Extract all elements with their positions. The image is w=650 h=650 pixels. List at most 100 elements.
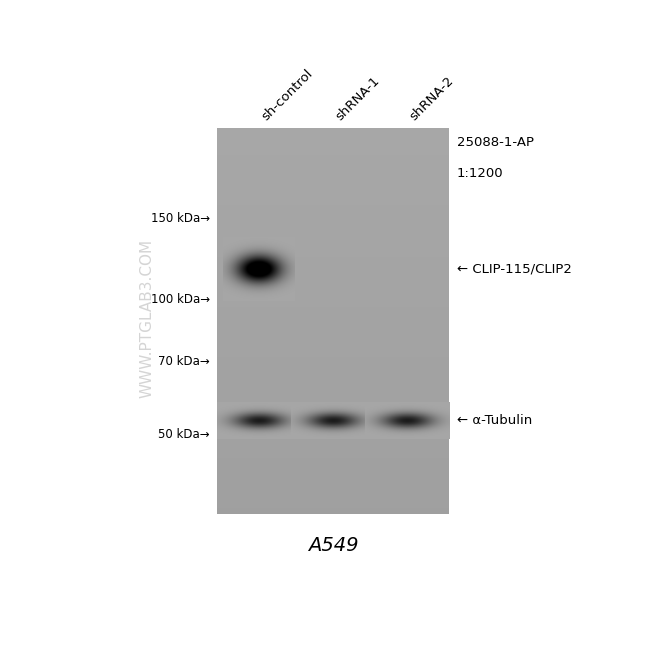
- Bar: [217, 471, 449, 473]
- Bar: [217, 462, 449, 464]
- Bar: [217, 318, 449, 321]
- Bar: [217, 372, 449, 375]
- Bar: [217, 172, 449, 175]
- Bar: [217, 261, 449, 263]
- Bar: [217, 209, 449, 211]
- Bar: [217, 186, 449, 188]
- Bar: [217, 436, 449, 439]
- Bar: [217, 392, 449, 395]
- Bar: [217, 382, 449, 385]
- Text: 70 kDa→: 70 kDa→: [158, 355, 210, 368]
- Bar: [217, 344, 449, 346]
- Bar: [217, 367, 449, 369]
- Bar: [217, 371, 449, 373]
- Bar: [217, 226, 449, 229]
- Bar: [217, 218, 449, 221]
- Bar: [217, 419, 449, 421]
- Bar: [217, 144, 449, 146]
- Bar: [217, 286, 449, 289]
- Bar: [217, 477, 449, 479]
- Bar: [217, 508, 449, 510]
- Bar: [217, 322, 449, 325]
- Bar: [217, 148, 449, 150]
- Bar: [217, 380, 449, 383]
- Bar: [217, 359, 449, 361]
- Text: A549: A549: [308, 536, 358, 555]
- Bar: [217, 317, 449, 319]
- Bar: [217, 492, 449, 495]
- Bar: [217, 342, 449, 345]
- Bar: [217, 306, 449, 307]
- Bar: [217, 203, 449, 205]
- Bar: [217, 500, 449, 502]
- Bar: [217, 320, 449, 323]
- Bar: [217, 236, 449, 239]
- Bar: [217, 276, 449, 279]
- Bar: [217, 207, 449, 209]
- Bar: [217, 220, 449, 223]
- Bar: [217, 205, 449, 207]
- Bar: [217, 304, 449, 306]
- Text: 100 kDa→: 100 kDa→: [151, 293, 210, 306]
- Bar: [217, 488, 449, 491]
- Bar: [217, 216, 449, 219]
- Bar: [217, 450, 449, 452]
- Bar: [217, 265, 449, 267]
- Bar: [217, 288, 449, 291]
- Bar: [217, 354, 449, 356]
- Bar: [217, 452, 449, 454]
- Bar: [217, 272, 449, 275]
- Bar: [217, 213, 449, 215]
- Bar: [217, 248, 449, 250]
- Bar: [217, 432, 449, 435]
- Bar: [217, 326, 449, 329]
- Bar: [217, 157, 449, 159]
- Bar: [217, 438, 449, 441]
- Bar: [217, 284, 449, 287]
- Bar: [217, 404, 449, 406]
- Bar: [217, 496, 449, 499]
- Bar: [217, 244, 449, 246]
- Bar: [217, 494, 449, 497]
- Bar: [217, 378, 449, 381]
- Bar: [217, 486, 449, 489]
- Bar: [217, 454, 449, 456]
- Bar: [217, 166, 449, 169]
- Bar: [217, 184, 449, 187]
- Bar: [217, 388, 449, 391]
- Bar: [217, 200, 449, 201]
- Bar: [217, 180, 449, 183]
- Bar: [217, 280, 449, 283]
- Bar: [217, 402, 449, 404]
- Bar: [217, 400, 449, 402]
- Bar: [217, 442, 449, 445]
- Bar: [217, 252, 449, 254]
- Bar: [217, 228, 449, 231]
- Bar: [217, 376, 449, 379]
- Bar: [217, 482, 449, 485]
- Bar: [217, 176, 449, 179]
- Bar: [217, 430, 449, 433]
- Bar: [217, 162, 449, 165]
- Bar: [217, 473, 449, 475]
- Bar: [217, 194, 449, 196]
- Bar: [217, 298, 449, 300]
- Bar: [217, 481, 449, 483]
- Bar: [217, 348, 449, 350]
- Bar: [217, 300, 449, 302]
- Bar: [217, 330, 449, 333]
- Bar: [217, 426, 449, 429]
- Bar: [217, 434, 449, 437]
- Bar: [217, 411, 449, 414]
- Bar: [217, 168, 449, 171]
- Bar: [217, 361, 449, 363]
- Bar: [217, 334, 449, 337]
- Bar: [217, 268, 449, 271]
- Bar: [217, 346, 449, 348]
- Bar: [217, 234, 449, 237]
- Bar: [217, 413, 449, 415]
- Bar: [217, 270, 449, 273]
- Bar: [217, 460, 449, 462]
- Bar: [217, 136, 449, 138]
- Bar: [217, 315, 449, 317]
